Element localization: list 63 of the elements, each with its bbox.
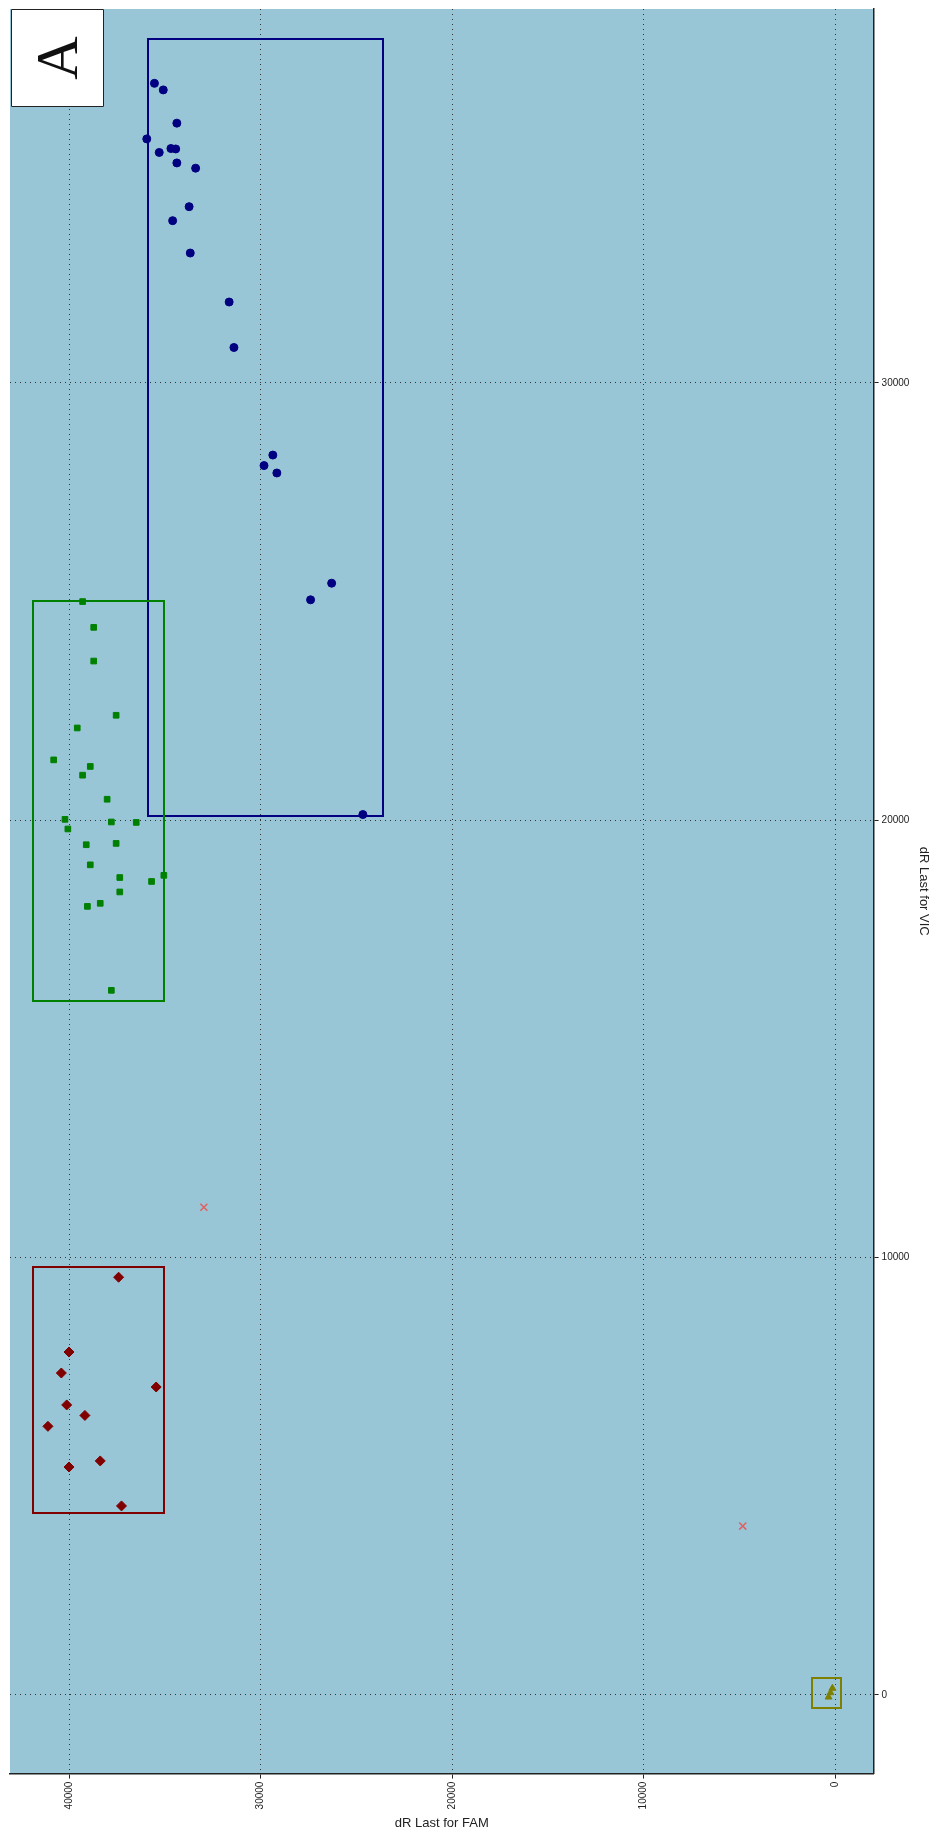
point	[79, 771, 86, 779]
point	[63, 1346, 75, 1358]
point	[61, 816, 69, 823]
point	[94, 1455, 106, 1467]
point	[103, 795, 111, 803]
point	[108, 987, 115, 994]
point	[272, 468, 282, 478]
point	[184, 202, 194, 212]
point	[61, 1399, 73, 1411]
point	[112, 711, 120, 719]
annotation: A	[24, 36, 91, 80]
point	[172, 158, 182, 168]
x-tick-label: 0	[829, 1781, 841, 1788]
point	[64, 825, 72, 833]
x-axis-title: dR Last for FAM	[394, 1814, 489, 1830]
point	[82, 841, 90, 849]
point	[306, 595, 316, 605]
point	[150, 1381, 162, 1393]
x-tick-label: 10000	[637, 1781, 649, 1810]
point	[63, 1461, 75, 1473]
point	[224, 297, 234, 307]
point	[259, 461, 269, 471]
y-axis-title: dR Last for VIC	[916, 846, 932, 936]
point	[108, 818, 115, 826]
point	[154, 147, 164, 157]
point	[149, 78, 159, 88]
y-tick-label: 0	[881, 1688, 888, 1700]
x-tick-label: 30000	[254, 1781, 266, 1810]
point	[168, 216, 178, 226]
point	[185, 248, 195, 258]
x-tick-label: 40000	[62, 1781, 74, 1810]
x-tick-label: 20000	[445, 1781, 457, 1810]
point	[96, 899, 104, 907]
point	[112, 840, 120, 847]
point	[86, 763, 94, 770]
point	[86, 861, 94, 869]
point	[55, 1367, 67, 1379]
point	[116, 874, 124, 881]
point	[158, 85, 168, 95]
point	[148, 878, 155, 885]
point	[116, 888, 124, 896]
point	[73, 724, 81, 732]
y-tick-label: 10000	[881, 1251, 910, 1263]
point	[738, 1521, 748, 1531]
y-tick-label: 30000	[881, 376, 910, 388]
point	[84, 903, 91, 910]
point	[90, 624, 98, 631]
point	[171, 144, 181, 154]
point	[115, 1500, 127, 1512]
point	[191, 163, 201, 173]
point	[268, 450, 278, 460]
point	[172, 118, 182, 128]
y-tick-label: 20000	[881, 813, 910, 825]
point	[828, 1683, 837, 1691]
point	[199, 1202, 209, 1212]
point	[50, 756, 58, 764]
point	[327, 578, 337, 588]
point	[90, 657, 98, 665]
point	[113, 1271, 125, 1283]
point	[229, 342, 239, 352]
point	[132, 819, 140, 826]
point	[79, 1409, 91, 1421]
point	[42, 1420, 54, 1432]
